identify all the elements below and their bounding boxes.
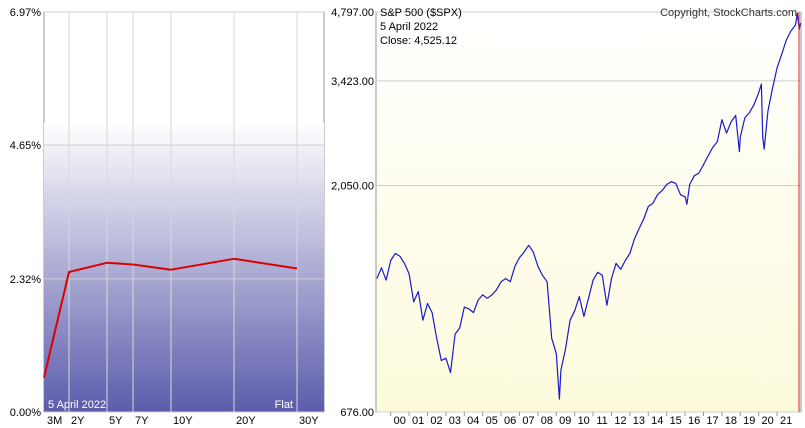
yield-x-tick-label: 20Y — [236, 415, 256, 427]
spx-x-tick-label: 09 — [559, 415, 571, 427]
spx-x-tick-label: 12 — [614, 415, 626, 427]
spx-x-tick-label: 03 — [449, 415, 461, 427]
yield-date-label: 5 April 2022 — [48, 399, 106, 411]
yield-x-tick-label: 5Y — [109, 415, 123, 427]
spx-close-label: Close: 4,525.12 — [380, 35, 457, 47]
yield-curve-chart: 6.97% 4.65% 2.32% 0.00% 3M 2Y 5Y 7Y 10Y 20Y 30Y 5… — [10, 7, 325, 427]
spx-x-tick-label: 11 — [596, 415, 607, 427]
spx-y-tick-label: 2,050.00 — [331, 181, 374, 193]
spx-x-tick-label: 10 — [578, 415, 590, 427]
copyright-text: Copyright, StockCharts.com — [660, 7, 797, 19]
spx-x-tick-label: 05 — [486, 415, 498, 427]
yield-gridlines — [44, 11, 324, 413]
spx-x-tick-label: 16 — [688, 415, 700, 427]
spx-x-tick-label: 02 — [430, 415, 442, 427]
spx-x-tick-label: 19 — [743, 415, 755, 427]
spx-x-tick-label: 06 — [504, 415, 516, 427]
yield-x-tick-label: 30Y — [299, 415, 319, 427]
spx-y-tick-label: 676.00 — [340, 407, 374, 419]
yield-y-tick-label: 2.32% — [10, 274, 41, 286]
spx-x-tick-label: 04 — [467, 415, 479, 427]
spx-x-tick-label: 18 — [725, 415, 737, 427]
yield-x-tick-label: 2Y — [71, 415, 85, 427]
spx-x-tick-label: 01 — [412, 415, 424, 427]
yield-y-tick-label: 6.97% — [10, 7, 41, 19]
yield-y-tick-label: 0.00% — [10, 407, 41, 419]
yield-y-tick-label: 4.65% — [10, 140, 41, 152]
spx-x-tick-label: 17 — [706, 415, 718, 427]
spx-x-tick-label: 00 — [394, 415, 406, 427]
spx-date-label: 5 April 2022 — [380, 21, 438, 33]
yield-shape-label: Flat — [275, 399, 293, 411]
spx-x-tick-label: 20 — [762, 415, 774, 427]
yield-x-tick-label: 10Y — [173, 415, 193, 427]
spx-x-tick-label: 08 — [541, 415, 553, 427]
yield-curve-line — [43, 257, 298, 378]
spx-x-tick-label: 15 — [670, 415, 682, 427]
spx-x-tick-label: 21 — [780, 415, 792, 427]
spx-y-tick-label: 4,797.00 — [331, 7, 374, 19]
yield-x-ticks: 3M 2Y 5Y 7Y 10Y 20Y 30Y — [47, 415, 319, 427]
yield-x-tick-label: 7Y — [135, 415, 149, 427]
spx-x-tick-label: 07 — [522, 415, 534, 427]
spx-title: S&P 500 ($SPX) — [380, 7, 462, 19]
spx-gridlines — [376, 11, 801, 413]
spx-x-ticks: 00 01 02 03 04 05 06 07 08 09 10 11 12 13 14 15 16 17 18 19… — [390, 412, 792, 427]
spx-y-ticks: 4,797.00 3,423.00 2,050.00 676.00 — [331, 7, 374, 419]
spx-price-line — [376, 12, 801, 400]
spx-plot-background — [375, 11, 802, 413]
yield-x-tick-label: 3M — [47, 415, 62, 427]
spx-x-tick-label: 14 — [651, 415, 663, 427]
spx-y-tick-label: 3,423.00 — [331, 76, 374, 88]
spx-x-tick-label: 13 — [633, 415, 645, 427]
yield-y-ticks: 6.97% 4.65% 2.32% 0.00% — [10, 7, 41, 419]
